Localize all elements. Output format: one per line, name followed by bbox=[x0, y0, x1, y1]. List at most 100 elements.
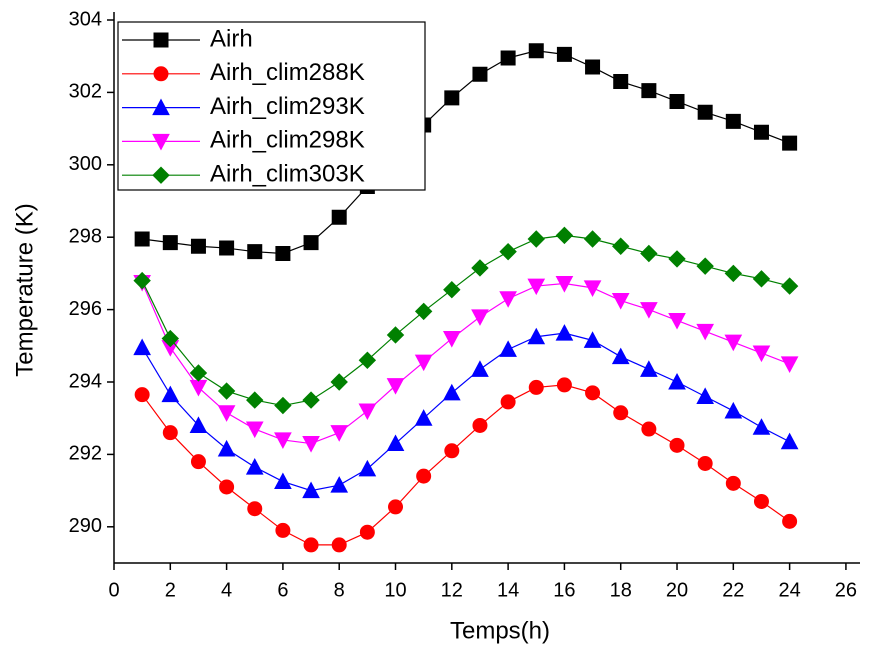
marker bbox=[161, 385, 180, 403]
x-tick-label: 8 bbox=[334, 579, 345, 601]
marker bbox=[444, 90, 460, 106]
marker bbox=[274, 432, 292, 449]
y-tick-label: 292 bbox=[69, 443, 102, 465]
marker bbox=[725, 475, 741, 491]
marker bbox=[641, 421, 657, 437]
x-tick-label: 16 bbox=[553, 579, 575, 601]
marker bbox=[725, 113, 741, 129]
y-tick-label: 304 bbox=[69, 8, 102, 30]
legend-marker bbox=[153, 66, 169, 82]
x-tick-label: 6 bbox=[277, 579, 288, 601]
marker bbox=[275, 245, 291, 261]
marker bbox=[528, 379, 544, 395]
x-tick-label: 14 bbox=[497, 579, 519, 601]
marker bbox=[697, 455, 713, 471]
marker bbox=[696, 387, 715, 404]
legend-label: Airh bbox=[210, 25, 253, 52]
marker bbox=[471, 360, 489, 377]
legend-box bbox=[117, 21, 426, 191]
marker bbox=[134, 231, 150, 247]
marker bbox=[724, 401, 743, 419]
marker bbox=[330, 373, 348, 391]
marker bbox=[302, 391, 320, 409]
marker bbox=[219, 479, 235, 495]
marker bbox=[330, 476, 349, 493]
marker bbox=[585, 59, 601, 75]
marker bbox=[613, 74, 629, 90]
marker bbox=[442, 383, 461, 401]
marker bbox=[780, 432, 799, 450]
x-tick-label: 12 bbox=[441, 579, 463, 601]
marker bbox=[528, 43, 544, 59]
legend-label: Airh_clim303K bbox=[210, 161, 365, 188]
marker bbox=[386, 326, 405, 344]
marker bbox=[753, 493, 769, 509]
marker bbox=[753, 124, 769, 140]
series-line bbox=[141, 384, 790, 546]
marker bbox=[668, 312, 686, 330]
marker bbox=[217, 439, 236, 457]
legend-marker bbox=[152, 98, 170, 116]
marker bbox=[669, 93, 685, 109]
marker bbox=[613, 405, 629, 421]
marker bbox=[358, 459, 377, 477]
marker bbox=[189, 364, 208, 382]
y-tick-label: 290 bbox=[69, 515, 102, 537]
marker bbox=[527, 278, 546, 296]
marker bbox=[246, 391, 264, 409]
marker bbox=[641, 83, 657, 99]
legend-label: Airh_clim293K bbox=[210, 93, 365, 120]
marker bbox=[442, 331, 461, 348]
marker bbox=[527, 327, 546, 345]
y-tick-label: 298 bbox=[69, 225, 102, 247]
marker bbox=[555, 276, 574, 293]
marker bbox=[585, 385, 601, 401]
marker bbox=[275, 522, 291, 538]
marker bbox=[583, 280, 602, 297]
marker bbox=[416, 468, 432, 484]
marker bbox=[331, 209, 347, 225]
marker bbox=[247, 244, 263, 260]
x-tick-label: 22 bbox=[722, 579, 744, 601]
marker bbox=[162, 235, 178, 251]
marker bbox=[161, 329, 180, 348]
marker bbox=[444, 443, 460, 459]
marker bbox=[245, 421, 264, 439]
series-line bbox=[141, 234, 790, 407]
marker bbox=[219, 240, 235, 256]
marker bbox=[499, 291, 517, 308]
marker bbox=[556, 46, 572, 62]
legend-marker bbox=[153, 32, 169, 48]
y-axis-label: Temperature (K) bbox=[11, 203, 38, 376]
marker bbox=[527, 230, 545, 248]
marker bbox=[555, 226, 574, 245]
y-tick-label: 294 bbox=[69, 370, 102, 392]
x-tick-label: 20 bbox=[666, 579, 688, 601]
x-tick-label: 24 bbox=[778, 579, 800, 601]
marker bbox=[274, 472, 292, 490]
marker bbox=[499, 242, 517, 261]
marker bbox=[302, 481, 320, 499]
marker bbox=[386, 434, 405, 452]
marker bbox=[752, 270, 771, 288]
marker bbox=[556, 377, 572, 393]
legend-label: Airh_clim298K bbox=[210, 127, 365, 154]
x-tick-label: 4 bbox=[221, 579, 232, 601]
marker bbox=[782, 135, 798, 151]
marker bbox=[189, 416, 208, 433]
marker bbox=[190, 238, 206, 254]
marker bbox=[359, 524, 375, 540]
marker bbox=[303, 537, 319, 553]
marker bbox=[472, 66, 488, 82]
marker bbox=[134, 387, 150, 403]
marker bbox=[388, 499, 404, 515]
marker bbox=[245, 458, 264, 475]
marker bbox=[752, 345, 771, 363]
series-line bbox=[141, 332, 790, 492]
marker bbox=[583, 331, 602, 348]
x-tick-label: 26 bbox=[835, 579, 857, 601]
x-tick-label: 10 bbox=[384, 579, 406, 601]
marker bbox=[443, 280, 461, 299]
marker bbox=[611, 293, 630, 310]
